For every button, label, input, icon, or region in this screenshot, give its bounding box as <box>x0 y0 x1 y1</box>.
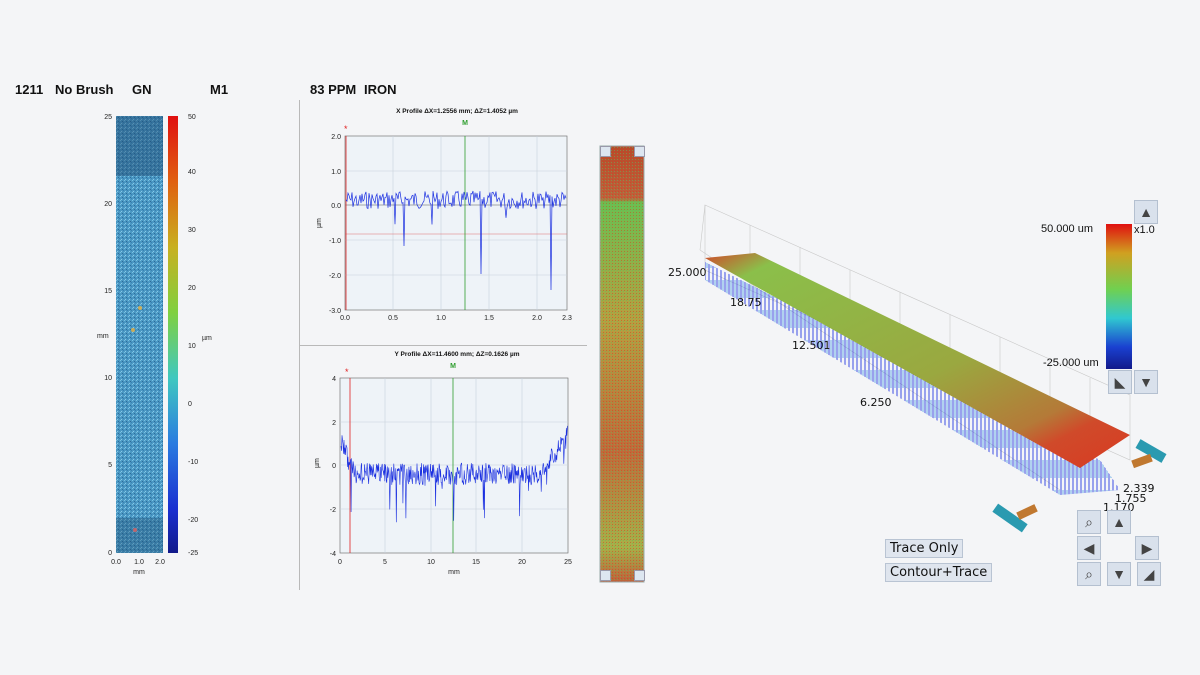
y3d-tick: 12.501 <box>792 339 831 352</box>
cbar-tick: -10 <box>188 459 198 466</box>
zoom-in-icon[interactable]: ⌕ <box>1077 510 1101 534</box>
map-xtick: 1.0 <box>134 559 144 566</box>
map-ytick: 15 <box>104 288 112 295</box>
x-ytick: 1.0 <box>331 169 341 176</box>
y3d-tick: 6.250 <box>860 396 892 409</box>
nav-up-icon[interactable]: ▲ <box>1107 510 1131 534</box>
map-ytick: 20 <box>104 201 112 208</box>
cbar-tick: 40 <box>188 169 196 176</box>
x-ytick: -1.0 <box>329 238 341 245</box>
trace-only-button[interactable]: Trace Only <box>885 539 964 558</box>
cbar-tick: 30 <box>188 227 196 234</box>
contour-trace-button[interactable]: Contour+Trace <box>885 563 993 582</box>
cbar-label: µm <box>202 335 212 342</box>
x-xtick: 1.0 <box>436 315 446 322</box>
y-ytick: -4 <box>330 551 336 558</box>
cbar-tick: -25 <box>188 550 198 557</box>
y-ytick: 4 <box>332 376 336 383</box>
x-profile-marker: M <box>462 120 468 127</box>
strip-corner-handle-bl[interactable] <box>600 570 611 581</box>
y-ytick: 0 <box>332 463 336 470</box>
x-profile-star: * <box>344 124 348 134</box>
x-profile-chart: X Profile ΔX=1.2556 mm; ΔZ=1.4052 µm M *… <box>316 108 572 322</box>
strip-corner-handle-tr[interactable] <box>634 146 645 157</box>
x-ylabel: µm <box>316 218 323 228</box>
y-profile-title: Y Profile ΔX=11.4600 mm; ΔZ=0.1626 µm <box>395 351 520 358</box>
sample-id: 1211 <box>15 82 44 97</box>
y-xtick: 15 <box>472 559 480 566</box>
scale3d-mult: x1.0 <box>1134 224 1155 236</box>
x-xtick: 2.3 <box>562 315 572 322</box>
x-xtick: 1.5 <box>484 315 494 322</box>
x3d-tick: 1.755 <box>1115 492 1147 505</box>
strip-corner-handle-tl[interactable] <box>600 146 611 157</box>
panel-divider <box>299 100 300 590</box>
y-ylabel: µm <box>314 458 321 468</box>
nav-down-icon[interactable]: ▼ <box>1107 562 1131 586</box>
y-profile-star: * <box>345 367 349 377</box>
scale3d-top: 50.000 um <box>1041 223 1093 235</box>
nav-left-icon[interactable]: ◀ <box>1077 536 1101 560</box>
scale3d-bottom: -25.000 um <box>1043 357 1099 369</box>
map-colorbar <box>168 116 178 553</box>
x-xtick: 2.0 <box>532 315 542 322</box>
ppm-label: 83 PPM <box>310 82 357 97</box>
cbar-tick: 50 <box>188 114 196 121</box>
vertical-strip-map <box>599 145 645 583</box>
code-label: GN <box>132 82 152 97</box>
map-ytick: 5 <box>108 462 112 469</box>
x-ytick: 0.0 <box>331 203 341 210</box>
cbar-tick: 0 <box>188 401 192 408</box>
condition-label: No Brush <box>55 82 114 97</box>
scale-reset-arrow-icon[interactable]: ◣ <box>1108 370 1132 394</box>
scale3d-colorbar <box>1106 224 1132 369</box>
x-ytick: 2.0 <box>331 134 341 141</box>
map-xtick: 2.0 <box>155 559 165 566</box>
x-xtick: 0.5 <box>388 315 398 322</box>
surface-3d-view[interactable]: 25.000 18.75 12.501 6.250 2.339 1.755 1.… <box>660 190 1160 530</box>
profile-divider <box>300 345 587 346</box>
scale-up-arrow-icon[interactable]: ▲ <box>1134 200 1158 224</box>
y3d-tick: 25.000 <box>668 266 707 279</box>
surface-map: 25 20 15 10 5 0 mm 0.0 1.0 2.0 mm 50 40 … <box>97 114 212 576</box>
y-xtick: 5 <box>383 559 387 566</box>
y-xtick: 20 <box>518 559 526 566</box>
material-label: IRON <box>364 82 397 97</box>
strip-corner-handle-br[interactable] <box>634 570 645 581</box>
y-xtick: 10 <box>427 559 435 566</box>
cbar-tick: -20 <box>188 517 198 524</box>
cbar-tick: 10 <box>188 343 196 350</box>
x3d-tick: 2.339 <box>1123 482 1155 495</box>
mark-label: M1 <box>210 82 229 97</box>
scale-down-arrow-icon[interactable]: ▼ <box>1134 370 1158 394</box>
nav-right-icon[interactable]: ▶ <box>1135 536 1159 560</box>
map-ytick: 10 <box>104 375 112 382</box>
map-xlabel: mm <box>133 569 145 576</box>
y-xtick: 25 <box>564 559 572 566</box>
map-xtick: 0.0 <box>111 559 121 566</box>
x-profile-title: X Profile ΔX=1.2556 mm; ΔZ=1.4052 µm <box>396 108 518 115</box>
x-profile-trace <box>345 190 567 291</box>
zoom-out-icon[interactable]: ⌕ <box>1077 562 1101 586</box>
y-xtick: 0 <box>338 559 342 566</box>
surface-slab <box>705 253 1130 468</box>
y-profile-marker: M <box>450 363 456 370</box>
y-ytick: 2 <box>332 420 336 427</box>
map-image[interactable] <box>116 116 163 553</box>
y-profile-chart: Y Profile ΔX=11.4600 mm; ΔZ=0.1626 µm M … <box>314 351 572 576</box>
y-xlabel: mm <box>448 569 460 576</box>
map-ytick: 25 <box>104 114 112 121</box>
y-profile-trace <box>340 425 568 523</box>
nav-reset-icon[interactable]: ◢ <box>1137 562 1161 586</box>
y3d-tick: 18.75 <box>730 296 762 309</box>
y-ytick: -2 <box>330 507 336 514</box>
map-ytick: 0 <box>108 550 112 557</box>
map-ylabel: mm <box>97 333 109 340</box>
cbar-tick: 20 <box>188 285 196 292</box>
x-xtick: 0.0 <box>340 315 350 322</box>
x-ytick: -3.0 <box>329 308 341 315</box>
x-ytick: -2.0 <box>329 273 341 280</box>
